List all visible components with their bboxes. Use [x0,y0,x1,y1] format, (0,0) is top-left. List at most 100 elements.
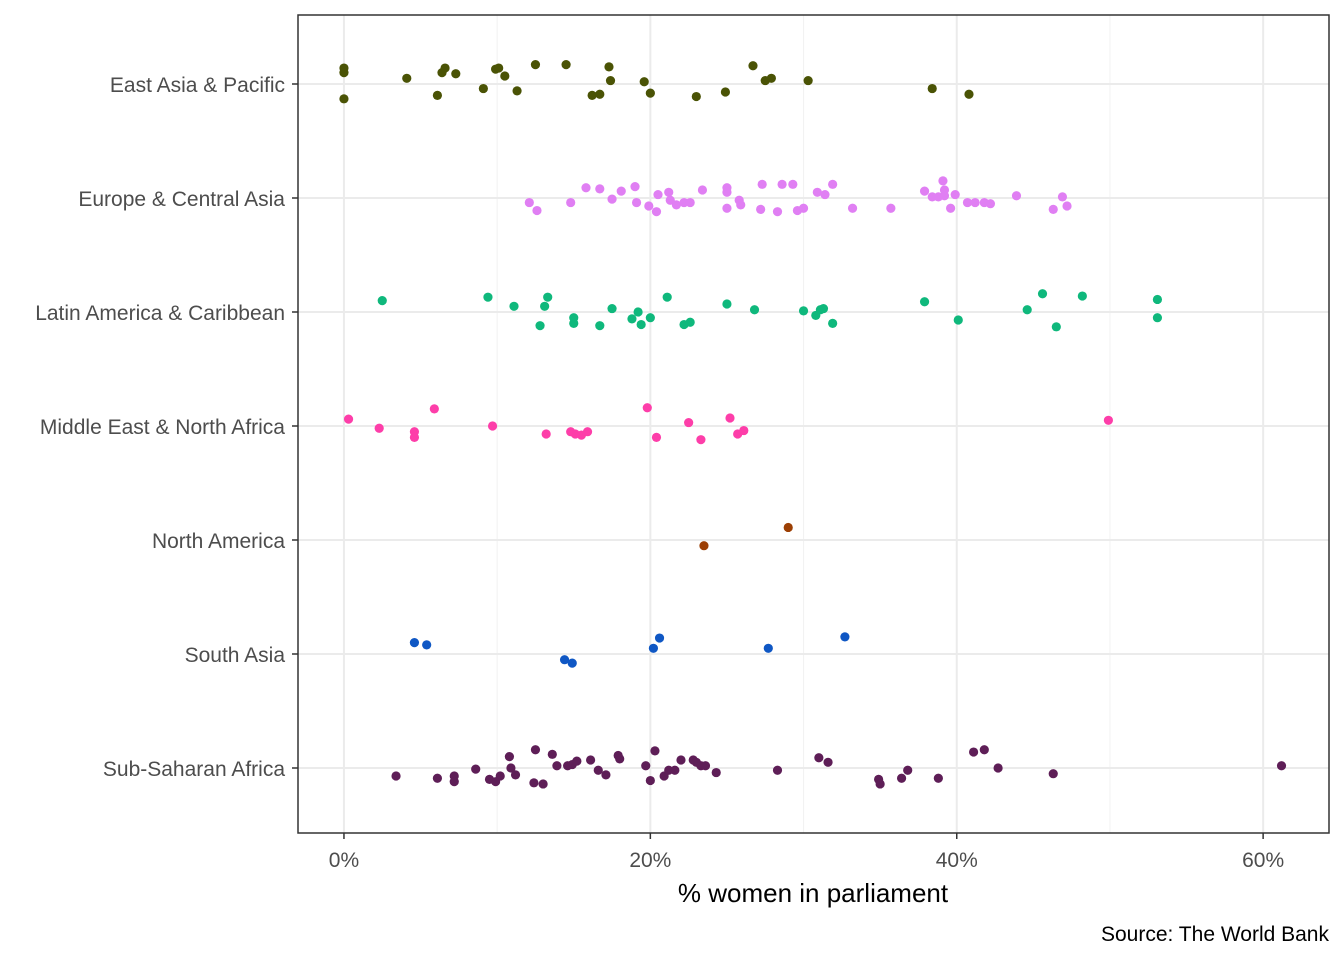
data-point [749,305,760,315]
data-point [886,203,896,213]
data-point [1011,191,1022,201]
data-point [651,207,662,217]
data-point [645,88,655,98]
data-point [903,765,913,775]
x-axis: 0% 20% 40% 60% [329,833,1284,872]
data-point [798,203,809,213]
data-point [1103,415,1113,425]
data-point [766,73,776,83]
data-point [572,756,582,766]
data-point [722,299,732,309]
data-point [543,292,553,302]
data-point [500,71,510,81]
data-point [946,203,956,213]
data-point [653,189,663,200]
data-point [432,773,443,783]
data-point [1077,291,1087,301]
data-point [495,771,505,781]
data-point [875,779,885,789]
data-point [561,60,571,70]
y-tick-label: Middle East & North Africa [40,416,285,439]
data-point [432,90,443,100]
data-point [504,752,515,762]
data-point [509,301,519,311]
data-point [664,187,674,197]
data-point [586,755,596,765]
y-tick-label: East Asia & Pacific [110,74,285,97]
data-point [449,777,459,787]
data-point [524,197,534,208]
data-point [374,423,384,433]
data-point [783,522,793,533]
data-point [343,414,354,424]
x-tick-label: 20% [629,849,671,872]
y-tick-label: North America [152,530,285,553]
data-point [968,747,979,757]
data-point [818,303,829,314]
data-point [631,197,642,208]
data-point [979,745,989,755]
data-point [587,90,597,100]
data-point [339,94,349,104]
source-caption: Source: The World Bank [1101,923,1330,946]
data-point [648,643,659,653]
x-tick-label: 0% [329,849,359,872]
data-point [530,745,541,755]
data-point [748,61,758,71]
data-point [627,314,637,324]
data-point [697,185,708,195]
data-point [772,765,783,775]
data-point [541,429,551,439]
data-point [720,87,731,97]
data-point [650,746,660,756]
data-point [685,317,695,327]
y-axis: East Asia & Pacific Europe & Central Asia… [35,74,298,781]
data-point [616,186,626,196]
data-point [756,204,766,214]
series-sub-saharan-africa [391,745,1287,789]
data-point [950,189,960,200]
data-point [711,767,721,778]
data-point [684,417,694,428]
data-point [633,307,643,317]
data-point [615,754,625,764]
data-point [828,179,838,189]
data-point [699,541,709,551]
data-point [670,765,680,775]
data-point [487,421,498,431]
data-point [530,60,541,70]
data-point [377,296,387,306]
panel-background [298,15,1329,833]
data-point [645,775,655,786]
data-point [639,77,649,87]
data-point [478,83,488,94]
data-point [607,303,617,314]
data-point [644,201,654,211]
series-east-asia-pacific [339,60,974,104]
data-point [391,771,401,781]
data-point [763,643,773,653]
panel-border [297,14,1330,834]
data-point [939,185,950,195]
data-point [641,761,651,771]
data-point [725,413,735,423]
data-point [814,753,824,763]
data-point [1152,294,1163,305]
data-point [736,200,746,210]
data-point [803,75,813,86]
data-point [777,179,787,189]
data-point [985,199,996,209]
data-point [535,321,545,331]
data-point [532,205,542,216]
data-points [339,60,1287,789]
data-point [671,200,681,210]
data-point [820,189,830,200]
data-point [812,187,822,197]
data-point [1276,761,1287,771]
data-point [409,638,420,648]
data-point [962,197,973,208]
x-tick-label: 40% [936,849,978,872]
data-point [595,89,605,99]
data-point [595,184,605,194]
data-point [993,763,1003,773]
